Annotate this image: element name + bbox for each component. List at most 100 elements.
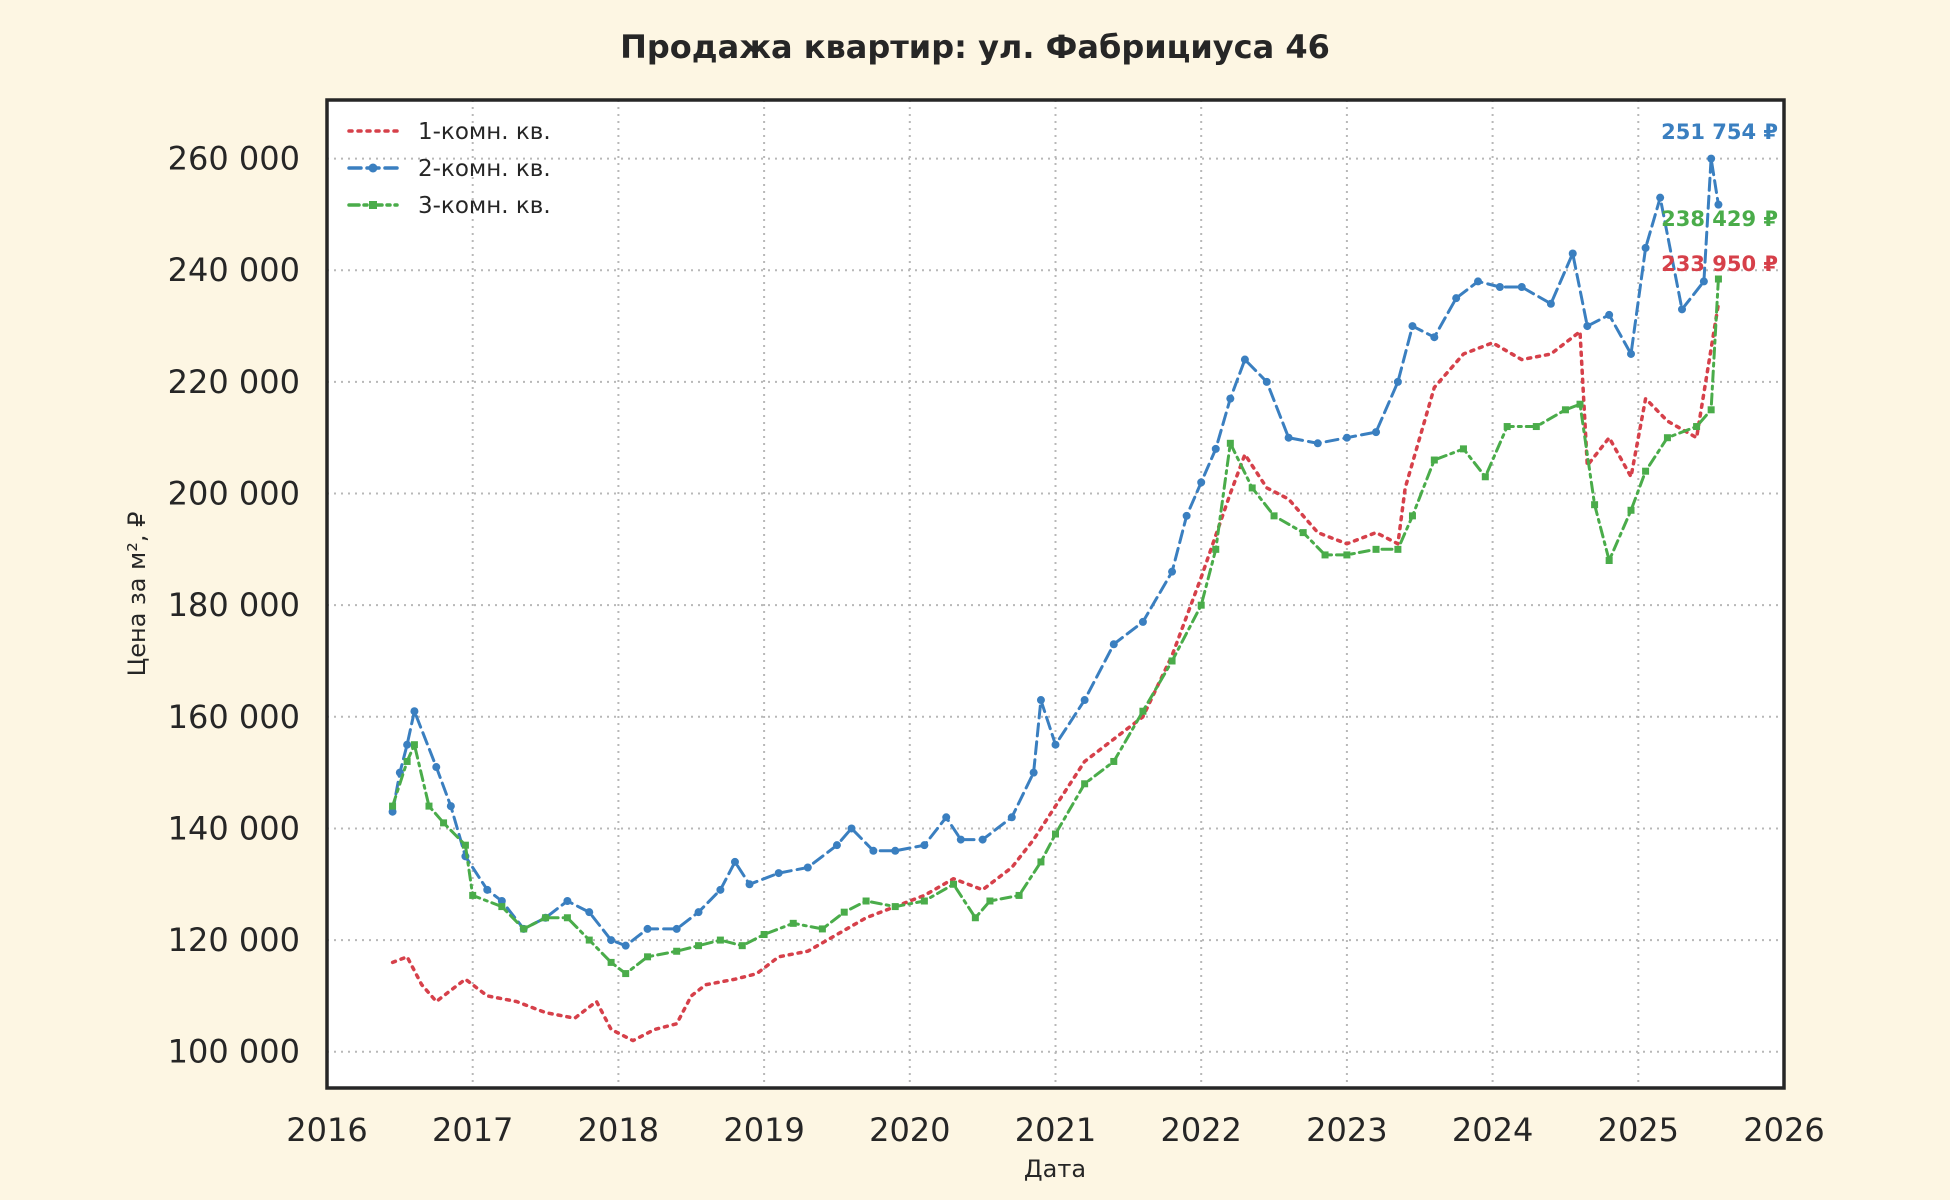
x-tick-label: 2017 (432, 1111, 513, 1149)
data-point (1693, 423, 1701, 431)
y-tick-label: 240 000 (168, 251, 300, 289)
legend-label: 1-комн. кв. (418, 119, 551, 145)
x-tick-label: 2025 (1598, 1111, 1679, 1149)
data-point (1656, 193, 1665, 202)
data-point (1430, 456, 1438, 464)
legend-item: 2-комн. кв. (347, 156, 551, 182)
data-point (1015, 891, 1023, 899)
data-point (1452, 294, 1461, 303)
x-tick-label: 2026 (1743, 1111, 1824, 1149)
data-point (1627, 349, 1636, 358)
data-point (950, 880, 958, 888)
data-point (695, 942, 703, 950)
y-axis-label: Цена за м², ₽ (123, 512, 151, 677)
data-point (388, 807, 397, 816)
data-point (410, 741, 418, 749)
data-point (1037, 858, 1045, 866)
data-point (818, 925, 826, 933)
data-point (1052, 830, 1059, 838)
data-point (1707, 406, 1715, 414)
data-point (1109, 640, 1118, 649)
data-point (869, 846, 878, 855)
grid (327, 100, 1784, 1088)
data-point (1707, 154, 1716, 163)
data-point (1313, 439, 1322, 448)
data-point (1714, 275, 1722, 283)
x-tick-label: 2022 (1160, 1111, 1241, 1149)
y-axis: 100 000 120 000 140 000 160 000 180 000 200 0… (168, 140, 300, 1071)
x-axis: 2016 2017 2018 2019 2020 2021 2022 2023 2024 2025… (286, 1111, 1824, 1149)
x-tick-label: 2018 (578, 1111, 659, 1149)
data-point (1627, 506, 1635, 514)
legend-label: 3-комн. кв. (418, 193, 551, 219)
data-point (745, 880, 754, 889)
data-point (672, 924, 681, 933)
data-point (1561, 406, 1569, 414)
data-point (986, 897, 994, 905)
data-point (461, 841, 469, 849)
legend-marker (369, 201, 377, 209)
data-point (1081, 780, 1089, 788)
data-point (1605, 557, 1613, 565)
data-point (1036, 696, 1045, 705)
data-point (1495, 282, 1504, 291)
data-point (1299, 529, 1307, 537)
data-point (1663, 434, 1671, 442)
data-point (1546, 299, 1555, 308)
data-point (832, 841, 841, 850)
data-point (1270, 512, 1278, 520)
end-labels: 233 950 ₽ 251 754 ₽ 238 429 ₽ (1661, 120, 1778, 276)
data-point (563, 914, 571, 922)
data-point (971, 914, 979, 922)
data-point (1226, 394, 1235, 403)
data-point (607, 958, 615, 966)
series-line (391, 277, 1720, 976)
data-point (942, 813, 951, 822)
data-point (585, 936, 593, 944)
data-point (716, 936, 724, 944)
data-point (1408, 512, 1416, 520)
series-3-комн. кв. (389, 275, 1722, 978)
data-point (694, 908, 703, 917)
data-point (847, 824, 856, 833)
data-point (1051, 740, 1060, 749)
y-tick-label: 260 000 (168, 140, 300, 178)
x-tick-label: 2023 (1306, 1111, 1387, 1149)
chart-title: Продажа квартир: ул. Фабрициуса 46 (620, 28, 1330, 66)
data-point (1007, 813, 1016, 822)
legend-item: 3-комн. кв. (347, 193, 551, 219)
data-point (607, 936, 616, 945)
data-point (622, 970, 630, 978)
data-point (389, 802, 397, 810)
data-point (803, 863, 812, 872)
data-point (840, 908, 848, 916)
data-point (1262, 377, 1271, 386)
data-point (1642, 467, 1650, 475)
end-value-label: 238 429 ₽ (1661, 207, 1778, 231)
data-point (1226, 439, 1234, 447)
data-point (738, 942, 746, 950)
data-point (920, 841, 929, 850)
data-point (1481, 473, 1489, 481)
y-tick-label: 160 000 (168, 698, 300, 736)
data-point (1517, 282, 1526, 291)
data-point (644, 953, 652, 961)
x-tick-label: 2016 (286, 1111, 367, 1149)
data-point (403, 757, 411, 765)
data-point (1605, 310, 1614, 319)
data-point (542, 914, 550, 922)
data-point (1029, 768, 1038, 777)
data-point (1197, 601, 1205, 609)
data-point (1394, 545, 1402, 553)
data-point (1699, 277, 1708, 286)
legend-marker (368, 163, 378, 173)
data-point (1568, 249, 1577, 258)
data-point (1393, 377, 1402, 386)
data-point (621, 941, 630, 950)
data-point (498, 903, 506, 911)
data-point (403, 740, 412, 749)
data-point (673, 947, 681, 955)
data-point (585, 908, 594, 917)
x-axis-label: Дата (1024, 1155, 1086, 1183)
data-point (520, 925, 528, 933)
